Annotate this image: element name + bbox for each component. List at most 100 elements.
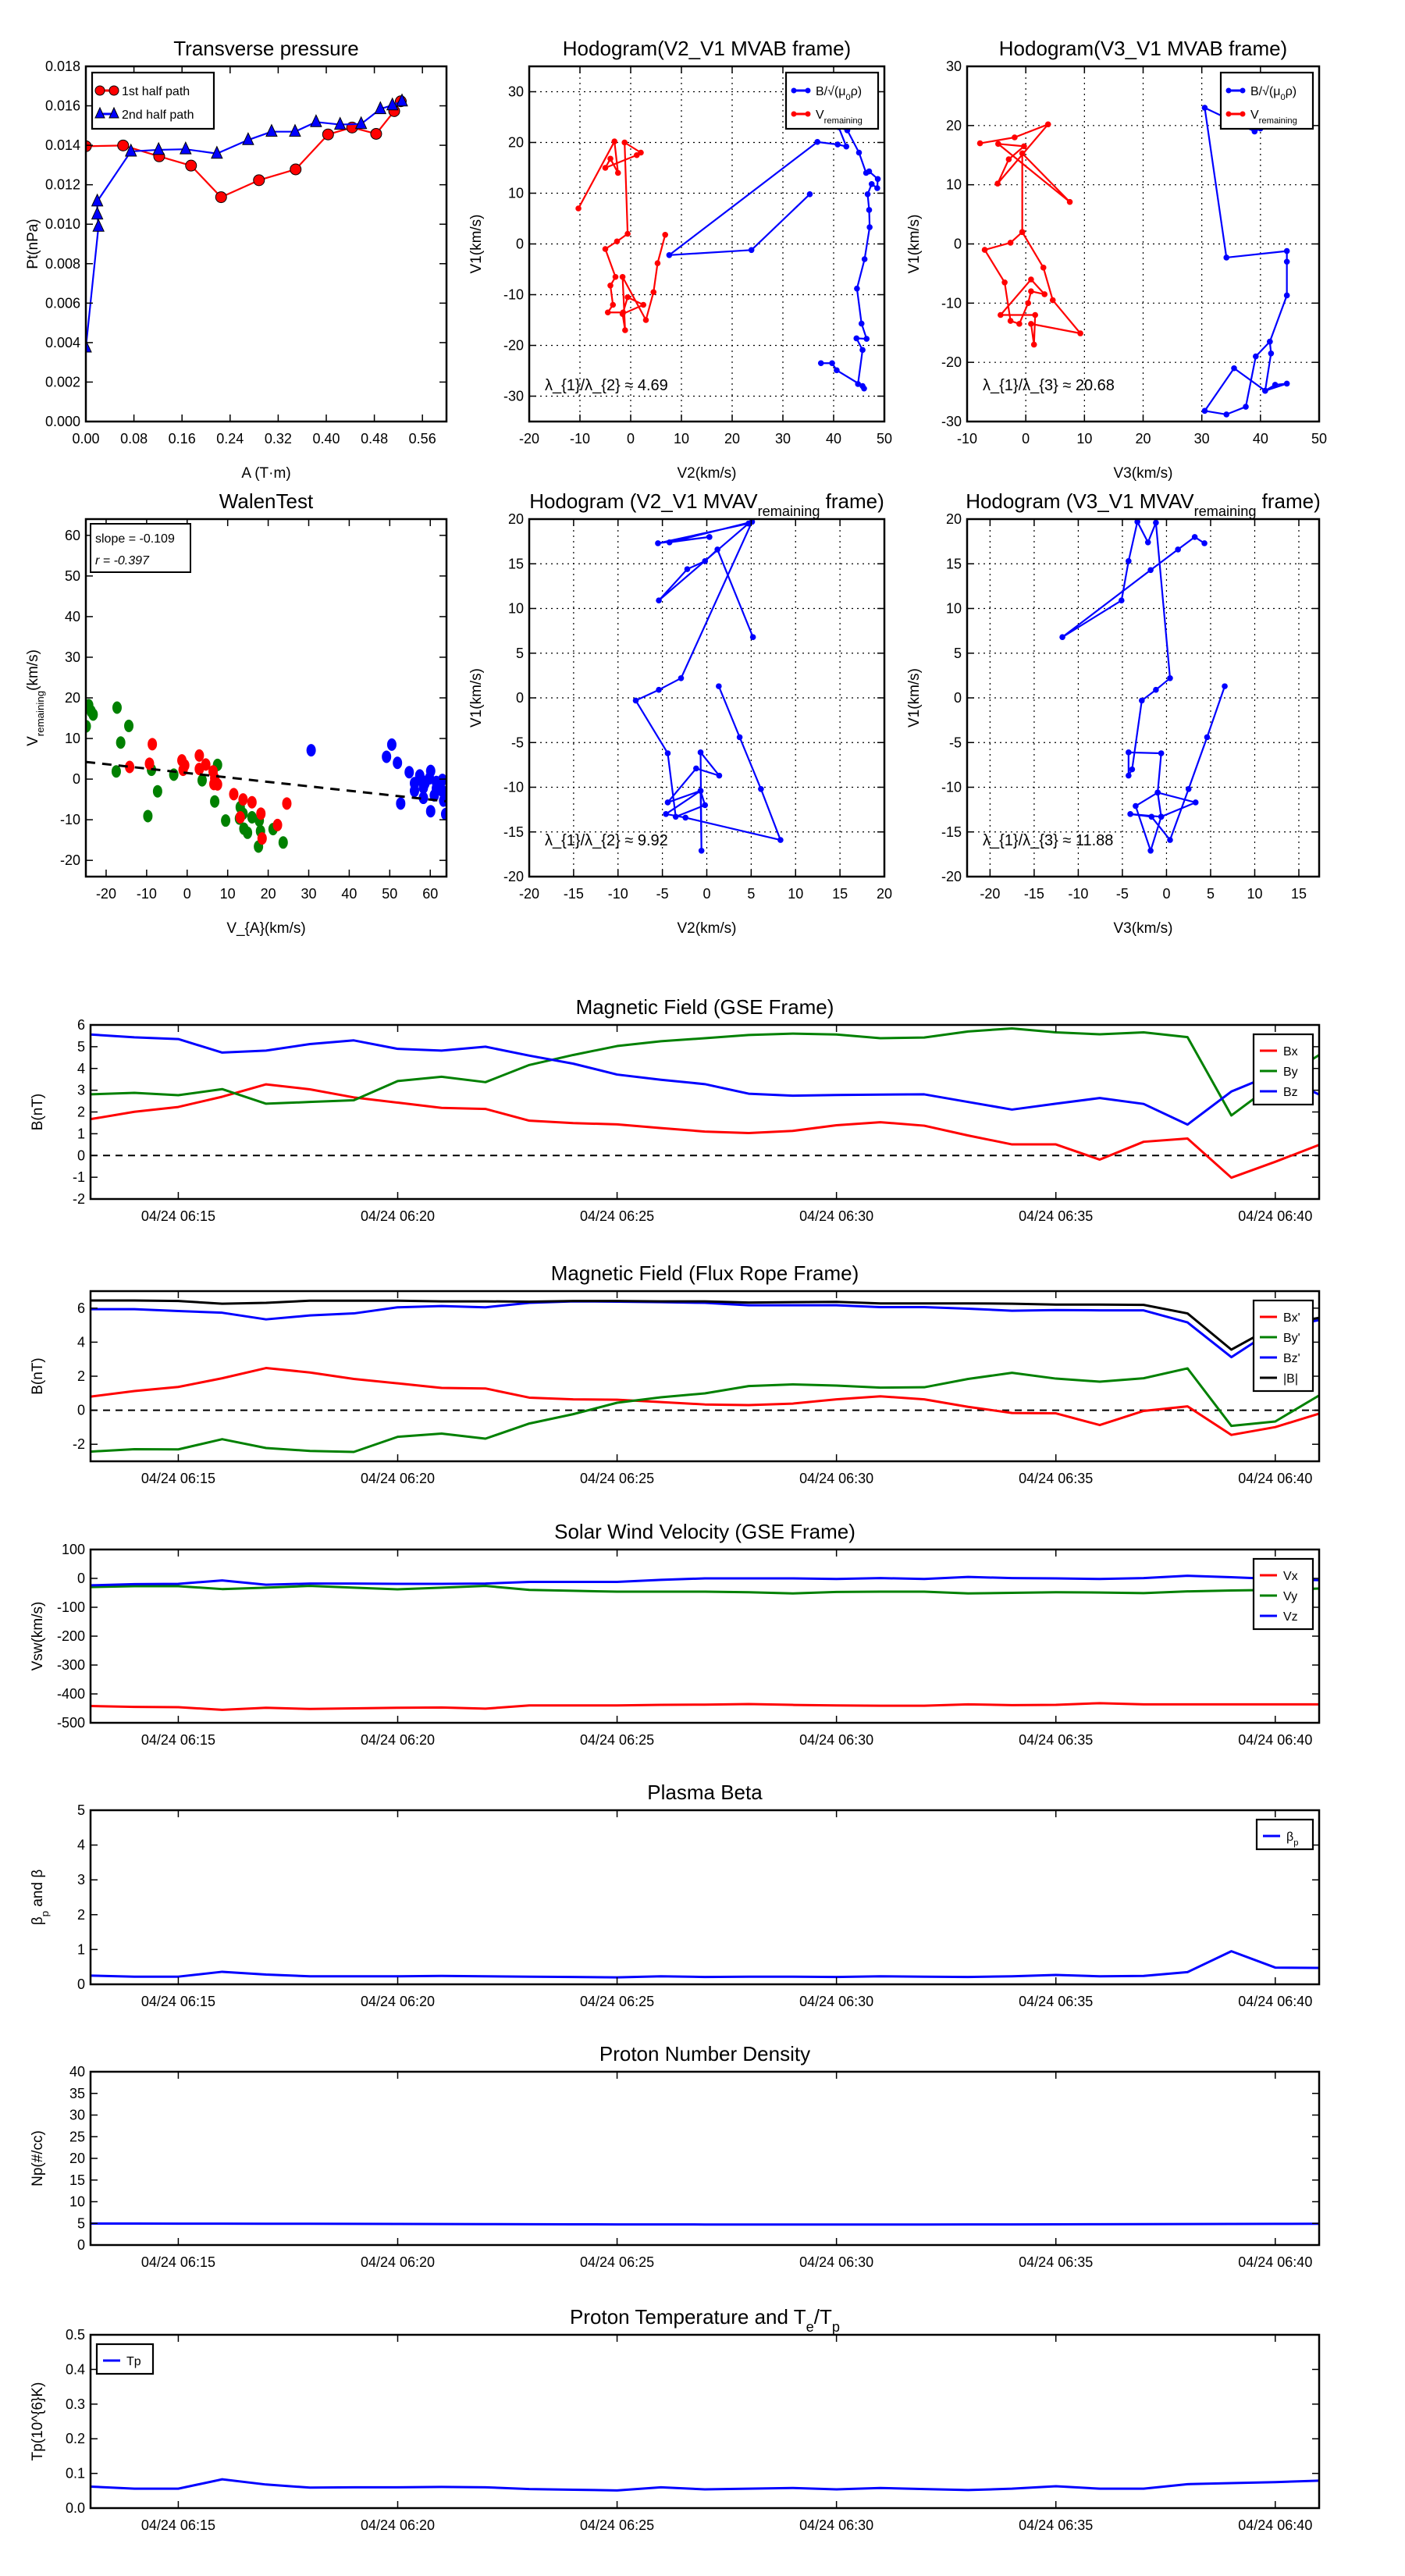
y-tick-label: 40 (65, 609, 80, 624)
legend-marker-dot (1225, 111, 1232, 117)
legend-label: Vz (1283, 1610, 1298, 1624)
x-tick-label: 10 (674, 431, 689, 447)
y-tick-label: 20 (508, 511, 524, 527)
chart-title: Proton Number Density (599, 2042, 810, 2065)
scatter-point-green (243, 826, 253, 839)
x-tick-label: 04/24 06:15 (141, 1994, 215, 2009)
series-line-B (91, 1299, 1319, 1351)
series-line-Vremaining (578, 141, 667, 332)
data-point (714, 546, 720, 553)
y-axis-label: B(nT) (30, 1094, 46, 1131)
data-point (1044, 121, 1051, 128)
x-tick-label: -20 (519, 886, 539, 902)
x-tick-label: 30 (775, 431, 791, 447)
legend-marker-dot (1225, 87, 1232, 94)
y-tick-label: 15 (946, 556, 962, 571)
scatter-point-blue (393, 756, 403, 770)
y-tick-label: -500 (57, 1715, 85, 1731)
eigenvalue-ratio-annotation: λ_{1}/λ_{3} ≈ 20.68 (983, 377, 1115, 394)
data-point (611, 138, 617, 144)
data-point (702, 558, 709, 564)
data-point (1201, 540, 1208, 546)
scatter-point-blue (418, 792, 429, 805)
y-tick-label: 0.016 (45, 98, 80, 114)
x-tick-label: 04/24 06:20 (361, 1208, 435, 1224)
legend-item: Vz (1260, 1610, 1298, 1624)
x-tick-label: 04/24 06:15 (141, 2517, 215, 2533)
data-point-triangle (91, 206, 104, 220)
y-tick-label: 0.008 (45, 256, 80, 272)
legend-box (91, 71, 215, 130)
y-tick-label: 10 (508, 601, 524, 617)
y-tick-label: 0 (77, 1403, 85, 1418)
data-point (814, 139, 820, 145)
legend-marker-dot (791, 87, 797, 94)
x-tick-label: 15 (1291, 886, 1307, 902)
data-point (866, 168, 873, 175)
y-tick-label: 6 (77, 1017, 85, 1033)
data-point (575, 205, 582, 212)
legend-marker-dot (805, 87, 811, 94)
data-point (664, 799, 671, 806)
y-tick-label: 0 (77, 1571, 85, 1586)
x-tick-label: 04/24 06:30 (799, 2517, 873, 2533)
legend-item: Vremaining (1225, 109, 1297, 126)
x-tick-label: 0.48 (361, 431, 388, 447)
data-point-circle (117, 139, 130, 151)
legend-item: Bx' (1260, 1311, 1300, 1325)
y-tick-label: 10 (508, 186, 524, 201)
data-point (994, 180, 1001, 187)
x-tick-label: -15 (1024, 886, 1044, 902)
legend-marker-dot (791, 111, 797, 117)
y-tick-label: 0 (954, 237, 962, 252)
legend-item: Bz (1260, 1086, 1298, 1099)
data-point (745, 520, 752, 527)
scatter-point-red (178, 763, 188, 777)
x-tick-label: 0 (702, 886, 710, 902)
legend-label: Bz (1283, 1086, 1298, 1099)
scatter-point-green (210, 795, 220, 808)
scatter-point-red (238, 793, 248, 806)
x-tick-label: 60 (422, 886, 438, 902)
y-axis-label: Tp(10^{6}K) (30, 2382, 46, 2461)
x-tick-label: 04/24 06:15 (141, 1471, 215, 1486)
y-tick-label: 4 (77, 1061, 85, 1076)
data-point (1167, 675, 1173, 681)
x-tick-label: 04/24 06:35 (1019, 1994, 1093, 2009)
y-tick-label: -5 (511, 735, 524, 750)
data-point (1192, 799, 1199, 806)
data-point (859, 382, 866, 390)
x-tick-label: 40 (1253, 431, 1268, 447)
data-point (716, 772, 723, 779)
data-point (640, 301, 647, 308)
data-point (1283, 247, 1290, 254)
data-point (1028, 276, 1034, 283)
chart-title: Hodogram (V2_V1 MVAVremaining frame) (529, 489, 884, 519)
x-tick-label: -5 (656, 886, 669, 902)
plot-area (575, 124, 881, 392)
legend-marker-dot (1240, 111, 1246, 117)
x-tick-label: 30 (301, 886, 316, 902)
x-tick-label: 5 (1207, 886, 1215, 902)
legend-item: Bz' (1260, 1352, 1300, 1365)
chart-proton-number-density: 04/24 06:15 04/24 06:20 04/24 06:25 04/24 0… (30, 2042, 1321, 2270)
legend-label: Bx' (1283, 1311, 1300, 1325)
y-tick-label: 2 (77, 1368, 85, 1384)
data-point (1126, 772, 1132, 779)
data-point (656, 597, 662, 603)
x-tick-label: 04/24 06:20 (361, 1471, 435, 1486)
y-tick-label: 20 (65, 690, 80, 706)
scatter-point-red (148, 738, 158, 751)
data-point (664, 750, 671, 756)
x-tick-label: 04/24 06:30 (799, 1994, 873, 2009)
axes-frame (89, 1548, 1321, 1724)
data-point (1126, 749, 1132, 756)
data-point (817, 360, 824, 367)
x-tick-label: 0.16 (169, 431, 196, 447)
x-axis-label: A (T·m) (241, 465, 290, 482)
x-tick-label: 0.56 (409, 431, 436, 447)
legend-label: Bx (1283, 1045, 1298, 1059)
data-point (1204, 734, 1211, 741)
chart-proton-temperature: 04/24 06:15 04/24 06:20 04/24 06:25 04/24 0… (30, 2305, 1321, 2533)
